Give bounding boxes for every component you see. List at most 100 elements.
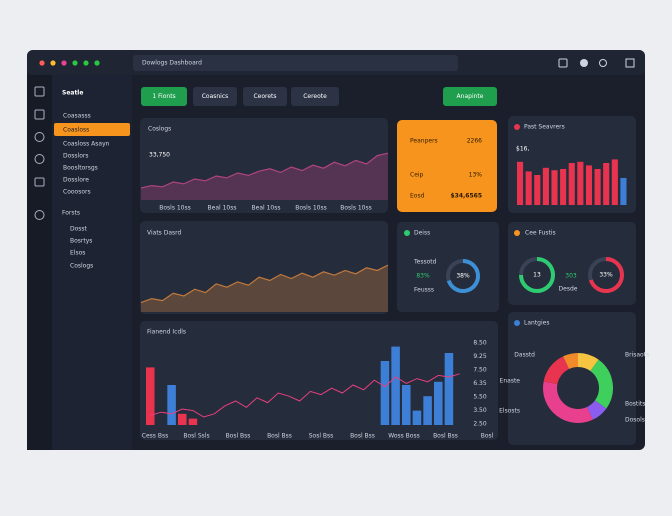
nav-item: Dosslore bbox=[63, 177, 89, 184]
donut-label: 33% bbox=[599, 272, 613, 279]
bar bbox=[423, 396, 432, 425]
legend-label: Enaste bbox=[500, 378, 521, 385]
donut-label: 13 bbox=[533, 272, 541, 279]
nav-item: Boosltorsgs bbox=[63, 165, 98, 172]
nav-item: Dosslors bbox=[63, 153, 88, 160]
donut-segment bbox=[563, 353, 579, 370]
dot bbox=[94, 60, 100, 66]
x-label: Bosl Bss bbox=[226, 433, 251, 440]
nav-item: Dosst bbox=[70, 226, 88, 233]
bar bbox=[611, 159, 618, 205]
button[interactable] bbox=[443, 87, 497, 106]
legend-label: Bostits bbox=[625, 401, 645, 408]
icon[interactable] bbox=[34, 210, 45, 220]
nav-item: Coasloss Asayn bbox=[63, 141, 110, 148]
donut-arc bbox=[519, 257, 555, 293]
card-title: Coslogs bbox=[148, 126, 171, 133]
icon[interactable] bbox=[34, 132, 45, 142]
nav-item: Coslogs bbox=[70, 263, 93, 270]
icon[interactable] bbox=[34, 154, 45, 164]
y-label: 3.50 bbox=[473, 407, 487, 414]
icon[interactable] bbox=[580, 59, 588, 67]
big-value: $16, bbox=[516, 146, 529, 153]
button-label: 1 Fionts bbox=[152, 93, 175, 100]
bar bbox=[551, 170, 558, 205]
legend-label: Dosols bbox=[625, 417, 645, 424]
stat: 303 bbox=[565, 273, 577, 280]
bar bbox=[434, 381, 443, 425]
button[interactable] bbox=[141, 87, 187, 106]
icon[interactable] bbox=[625, 58, 635, 68]
bar bbox=[568, 163, 575, 205]
y-label: 7.50 bbox=[473, 367, 487, 374]
bar bbox=[402, 385, 411, 425]
legend-label: Feusss bbox=[414, 287, 434, 294]
card-title: Cee Fustis bbox=[525, 230, 556, 237]
x-label: Beal 10ss bbox=[252, 205, 281, 212]
nav-item: Cooosors bbox=[63, 189, 91, 196]
donut-segment bbox=[589, 359, 613, 409]
nav-item: Bosrtys bbox=[70, 238, 92, 245]
bar bbox=[542, 167, 549, 205]
x-label: Bosls 10ss bbox=[340, 205, 372, 212]
icon[interactable] bbox=[34, 86, 45, 97]
card bbox=[397, 120, 497, 212]
icon[interactable] bbox=[34, 177, 45, 187]
bar bbox=[560, 169, 567, 205]
x-label: Bosls 10ss bbox=[159, 205, 191, 212]
button[interactable] bbox=[193, 87, 237, 106]
nav bbox=[52, 75, 132, 450]
card bbox=[508, 312, 636, 445]
area-line bbox=[140, 264, 389, 304]
stat-label: Desde bbox=[559, 286, 578, 293]
summary-value: $34,6565 bbox=[450, 193, 482, 200]
donut-segment bbox=[577, 353, 599, 372]
card bbox=[140, 118, 388, 213]
search-bar[interactable] bbox=[133, 55, 458, 71]
summary-label: Eosd bbox=[410, 193, 425, 200]
app-title: Seatle bbox=[62, 90, 83, 97]
summary-value: 13% bbox=[469, 172, 483, 179]
bar bbox=[525, 171, 532, 205]
x-label: Bosl Bss bbox=[350, 433, 375, 440]
area-fill bbox=[141, 153, 388, 200]
x-label: Bosl bbox=[481, 433, 494, 440]
area-line bbox=[140, 152, 389, 189]
bar bbox=[167, 385, 176, 425]
area-fill bbox=[141, 265, 388, 312]
icon-rail bbox=[27, 75, 52, 450]
donut-segment bbox=[543, 381, 593, 423]
dot bbox=[72, 60, 78, 66]
dot bbox=[39, 60, 45, 66]
donut-arc bbox=[588, 257, 624, 293]
x-label: Bosl Bss bbox=[267, 433, 292, 440]
x-label: Bosl Ssls bbox=[183, 433, 209, 440]
button[interactable] bbox=[291, 87, 339, 106]
bar bbox=[603, 163, 610, 205]
bar bbox=[380, 361, 390, 425]
card bbox=[140, 221, 388, 314]
icon[interactable] bbox=[599, 59, 607, 67]
bar bbox=[577, 161, 584, 205]
bar bbox=[188, 418, 198, 425]
dot bbox=[404, 230, 410, 236]
dot bbox=[514, 230, 520, 236]
x-label: Beal 10ss bbox=[208, 205, 237, 212]
big-value: 33,750 bbox=[149, 152, 170, 159]
dot bbox=[50, 60, 56, 66]
button-label: Cereote bbox=[303, 93, 327, 100]
x-label: Bosls 10ss bbox=[295, 205, 327, 212]
y-label: 9.25 bbox=[473, 353, 487, 360]
x-label: Sosl Bss bbox=[309, 433, 334, 440]
rail-icons bbox=[34, 86, 45, 220]
button[interactable] bbox=[243, 87, 287, 106]
bar bbox=[585, 165, 593, 205]
icon[interactable] bbox=[34, 109, 45, 120]
bar bbox=[444, 353, 454, 425]
bar bbox=[594, 169, 601, 205]
icon[interactable] bbox=[558, 58, 568, 68]
x-label: Cess Bss bbox=[142, 433, 168, 440]
nav-item: Coasloss bbox=[63, 127, 89, 134]
bar bbox=[412, 410, 422, 425]
legend-label: Brisaots bbox=[625, 352, 649, 359]
